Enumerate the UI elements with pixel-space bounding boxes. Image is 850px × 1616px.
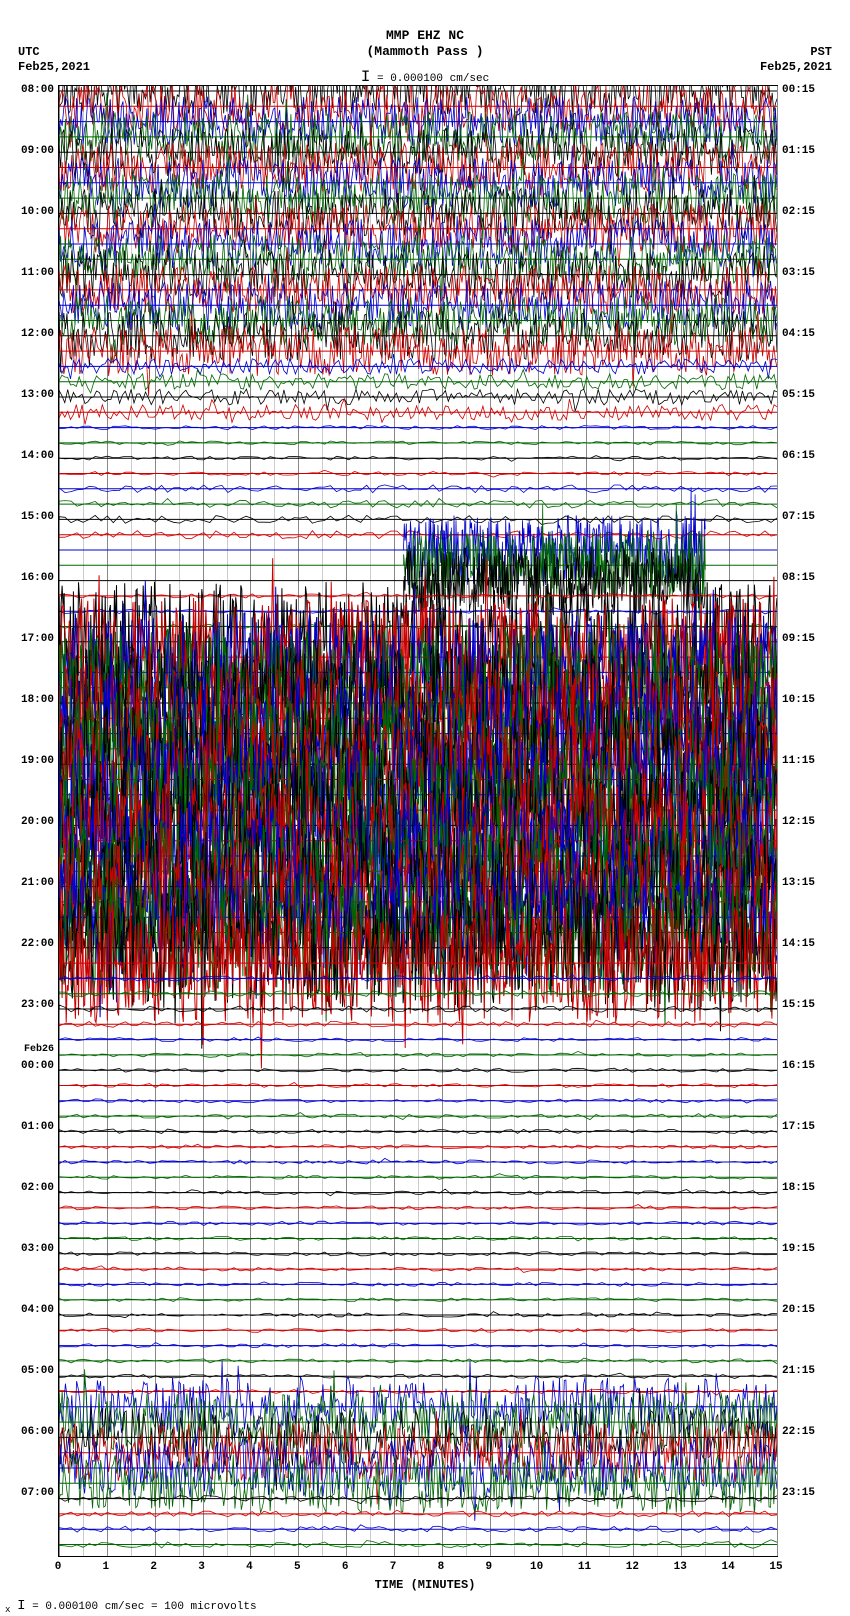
y-label-left: 20:00 <box>10 816 54 828</box>
x-tick-label: 3 <box>192 1561 212 1573</box>
y-label-left: Feb26 <box>10 1044 54 1055</box>
y-label-right: 14:15 <box>782 938 842 950</box>
y-label-right: 21:15 <box>782 1365 842 1377</box>
y-label-right: 01:15 <box>782 145 842 157</box>
y-label-left: 04:00 <box>10 1304 54 1316</box>
y-label-right: 03:15 <box>782 267 842 279</box>
x-axis-title: TIME (MINUTES) <box>0 1578 850 1592</box>
y-label-right: 04:15 <box>782 328 842 340</box>
trace-row <box>59 1525 777 1533</box>
trace-row <box>59 499 777 508</box>
trace-row <box>59 1158 777 1164</box>
y-label-right: 02:15 <box>782 206 842 218</box>
y-label-left: 09:00 <box>10 145 54 157</box>
plot-area <box>58 85 778 1557</box>
x-tick-label: 13 <box>670 1561 690 1573</box>
y-label-right: 19:15 <box>782 1243 842 1255</box>
x-tick-label: 1 <box>96 1561 116 1573</box>
trace-row <box>59 1174 777 1180</box>
y-label-left: 07:00 <box>10 1487 54 1499</box>
timezone-right: PST <box>810 45 832 59</box>
date-left: Feb25,2021 <box>18 60 90 74</box>
x-tick-label: 2 <box>144 1561 164 1573</box>
y-label-left: 17:00 <box>10 633 54 645</box>
y-label-left: 03:00 <box>10 1243 54 1255</box>
date-right: Feb25,2021 <box>760 60 832 74</box>
timezone-left: UTC <box>18 45 40 59</box>
y-label-right: 13:15 <box>782 877 842 889</box>
y-label-left: 13:00 <box>10 389 54 401</box>
trace-row <box>59 1005 777 1012</box>
x-tick-label: 10 <box>527 1561 547 1573</box>
y-label-left: 11:00 <box>10 267 54 279</box>
y-label-right: 16:15 <box>782 1060 842 1072</box>
y-label-left: 22:00 <box>10 938 54 950</box>
x-tick-label: 9 <box>479 1561 499 1573</box>
y-label-left: 01:00 <box>10 1121 54 1133</box>
y-label-right: 23:15 <box>782 1487 842 1499</box>
trace-row <box>59 399 777 425</box>
y-label-right: 11:15 <box>782 755 842 767</box>
y-label-right: 08:15 <box>782 572 842 584</box>
grid-vertical <box>777 86 778 1556</box>
seismogram-container: MMP EHZ NC (Mammoth Pass ) I = 0.000100 … <box>0 0 850 1613</box>
y-label-left: 14:00 <box>10 450 54 462</box>
y-label-left: 21:00 <box>10 877 54 889</box>
y-label-left: 05:00 <box>10 1365 54 1377</box>
y-label-right: 09:15 <box>782 633 842 645</box>
y-label-right: 12:15 <box>782 816 842 828</box>
station-location: (Mammoth Pass ) <box>0 44 850 59</box>
y-label-left: 12:00 <box>10 328 54 340</box>
x-tick-label: 6 <box>335 1561 355 1573</box>
y-label-left: 15:00 <box>10 511 54 523</box>
y-label-right: 15:15 <box>782 999 842 1011</box>
x-tick-label: 4 <box>239 1561 259 1573</box>
y-label-left: 18:00 <box>10 694 54 706</box>
y-label-right: 18:15 <box>782 1182 842 1194</box>
y-label-left: 19:00 <box>10 755 54 767</box>
y-label-right: 00:15 <box>782 84 842 96</box>
y-label-right: 10:15 <box>782 694 842 706</box>
y-label-left: 23:00 <box>10 999 54 1011</box>
trace-row <box>59 515 777 524</box>
y-label-left: 06:00 <box>10 1426 54 1438</box>
y-label-right: 20:15 <box>782 1304 842 1316</box>
y-label-right: 06:15 <box>782 450 842 462</box>
x-tick-label: 14 <box>718 1561 738 1573</box>
x-tick-label: 8 <box>431 1561 451 1573</box>
scale-bar-icon: I <box>361 68 371 86</box>
trace-row <box>59 1205 777 1210</box>
x-tick-label: 15 <box>766 1561 786 1573</box>
x-tick-label: 5 <box>287 1561 307 1573</box>
x-tick-label: 7 <box>383 1561 403 1573</box>
y-label-right: 17:15 <box>782 1121 842 1133</box>
y-label-left: 10:00 <box>10 206 54 218</box>
x-tick-label: 0 <box>48 1561 68 1573</box>
station-code: MMP EHZ NC <box>0 28 850 43</box>
y-label-left: 00:00 <box>10 1060 54 1072</box>
y-label-right: 07:15 <box>782 511 842 523</box>
trace-row <box>59 1051 777 1057</box>
seismogram-traces <box>59 86 777 1556</box>
x-tick-label: 11 <box>575 1561 595 1573</box>
y-label-left: 08:00 <box>10 84 54 96</box>
y-label-left: 02:00 <box>10 1182 54 1194</box>
y-label-right: 22:15 <box>782 1426 842 1438</box>
x-tick-label: 12 <box>622 1561 642 1573</box>
scale-label: I = 0.000100 cm/sec <box>0 68 850 86</box>
y-label-left: 16:00 <box>10 572 54 584</box>
y-label-right: 05:15 <box>782 389 842 401</box>
